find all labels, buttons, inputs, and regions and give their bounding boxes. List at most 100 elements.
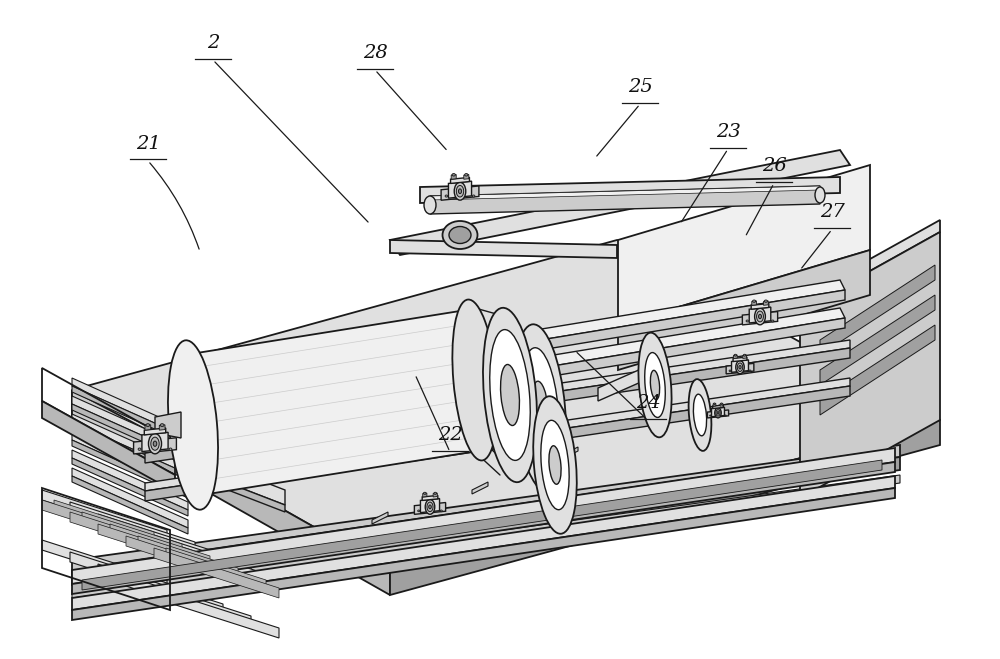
Polygon shape [42,490,167,540]
Polygon shape [193,308,475,496]
Polygon shape [72,390,390,595]
Ellipse shape [734,355,737,356]
Polygon shape [166,548,266,590]
Polygon shape [749,307,771,323]
Ellipse shape [490,330,530,461]
Ellipse shape [151,437,159,450]
Ellipse shape [168,340,218,509]
Ellipse shape [533,396,577,534]
Ellipse shape [532,381,548,435]
Text: 22: 22 [438,426,462,444]
Ellipse shape [153,441,157,446]
Polygon shape [430,186,820,214]
Ellipse shape [650,370,660,399]
Ellipse shape [541,420,569,509]
Polygon shape [734,355,737,358]
Polygon shape [145,340,850,453]
Polygon shape [154,548,279,598]
Polygon shape [464,175,469,179]
Polygon shape [472,482,488,494]
Polygon shape [800,232,940,498]
Polygon shape [54,500,154,542]
Ellipse shape [169,448,172,450]
Ellipse shape [440,510,442,512]
Ellipse shape [454,183,466,200]
Text: 23: 23 [716,123,740,141]
Polygon shape [98,564,223,614]
Polygon shape [451,175,456,179]
Ellipse shape [452,173,455,176]
Ellipse shape [423,492,426,494]
Text: 26: 26 [762,157,786,175]
Polygon shape [82,512,182,554]
Polygon shape [82,460,882,590]
Ellipse shape [693,394,707,436]
Polygon shape [72,386,188,444]
Polygon shape [752,301,756,305]
Ellipse shape [549,445,561,484]
Ellipse shape [638,333,672,438]
Ellipse shape [427,502,433,511]
Polygon shape [390,150,850,255]
Ellipse shape [759,314,761,319]
Polygon shape [100,452,870,575]
Polygon shape [126,526,251,576]
Polygon shape [441,186,479,200]
Ellipse shape [764,300,767,302]
Ellipse shape [736,360,744,374]
Polygon shape [126,536,251,586]
Polygon shape [820,295,935,385]
Polygon shape [72,414,188,474]
Polygon shape [422,496,438,500]
Polygon shape [72,457,900,585]
Ellipse shape [146,424,150,426]
Polygon shape [448,181,472,198]
Polygon shape [743,355,746,358]
Ellipse shape [717,412,719,414]
Polygon shape [72,468,188,528]
Ellipse shape [501,364,519,426]
Polygon shape [72,432,188,492]
Ellipse shape [472,195,475,197]
Ellipse shape [737,363,743,372]
Ellipse shape [429,505,431,509]
Text: 24: 24 [636,394,660,413]
Polygon shape [42,401,175,492]
Ellipse shape [743,355,746,356]
Ellipse shape [772,320,774,322]
Polygon shape [72,240,940,570]
Polygon shape [70,502,195,552]
Ellipse shape [442,221,478,249]
Polygon shape [390,420,940,595]
Ellipse shape [739,366,741,369]
Ellipse shape [514,324,566,492]
Ellipse shape [815,187,825,203]
Polygon shape [126,576,251,626]
Polygon shape [175,318,845,438]
Polygon shape [145,348,850,463]
Polygon shape [70,512,195,562]
Polygon shape [144,428,166,435]
Ellipse shape [714,403,715,405]
Ellipse shape [465,173,468,176]
Polygon shape [433,493,437,497]
Polygon shape [372,512,388,524]
Ellipse shape [521,348,559,469]
Ellipse shape [456,185,464,197]
Polygon shape [598,365,650,401]
Polygon shape [420,177,840,203]
Ellipse shape [710,415,711,416]
Polygon shape [72,450,188,510]
Ellipse shape [452,300,498,461]
Polygon shape [145,425,151,430]
Polygon shape [72,422,188,480]
Polygon shape [713,403,716,406]
Polygon shape [154,538,279,588]
Polygon shape [423,493,427,497]
Ellipse shape [425,500,435,514]
Polygon shape [72,445,900,572]
Polygon shape [713,405,723,409]
Polygon shape [134,438,176,454]
Polygon shape [72,378,188,438]
Polygon shape [707,410,729,418]
